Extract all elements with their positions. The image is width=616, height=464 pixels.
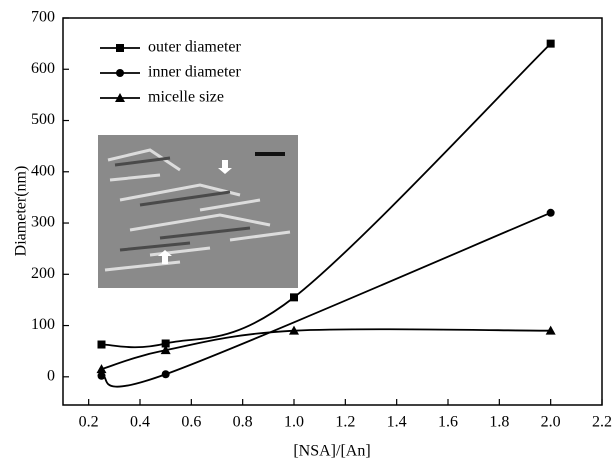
y-tick-label: 600 (31, 60, 55, 77)
marker-square (161, 339, 170, 348)
marker-triangle (96, 364, 107, 374)
x-axis-label: [NSA]/[An] (293, 443, 370, 460)
legend-label: outer diameter (148, 39, 242, 56)
x-tick-label: 1.2 (335, 414, 355, 431)
x-tick-label: 0.2 (79, 414, 99, 431)
y-axis-label: Diameter(nm) (13, 166, 30, 257)
legend-label: micelle size (148, 89, 224, 106)
marker-square (290, 293, 298, 302)
x-tick-label: 0.6 (181, 414, 201, 431)
marker-circle (161, 370, 170, 379)
marker-circle (116, 69, 124, 77)
series-line (101, 42, 552, 349)
y-tick-label: 100 (31, 316, 55, 333)
y-tick-label: 300 (31, 214, 55, 231)
series-line (101, 328, 551, 370)
y-tick-label: 200 (31, 265, 55, 282)
y-tick-label: 500 (31, 111, 55, 128)
marker-square (97, 340, 106, 349)
legend-label: inner diameter (148, 64, 242, 81)
x-tick-label: 0.4 (130, 414, 150, 431)
x-tick-label: 1.4 (387, 414, 407, 431)
x-tick-label: 1.6 (438, 414, 458, 431)
series-line (101, 211, 552, 388)
marker-triangle (115, 93, 125, 102)
plot-frame (62, 17, 603, 406)
x-tick-label: 0.8 (233, 414, 253, 431)
y-tick-label: 0 (47, 367, 55, 384)
marker-triangle (160, 345, 171, 355)
y-tick-label: 700 (31, 9, 55, 26)
marker-triangle (545, 325, 556, 335)
x-tick-label: 2.2 (592, 414, 612, 431)
marker-square (116, 44, 124, 52)
marker-triangle (289, 325, 299, 335)
x-tick-label: 2.0 (541, 414, 561, 431)
y-tick-label: 400 (31, 162, 55, 179)
inset-image (98, 135, 298, 288)
x-tick-label: 1.0 (284, 414, 304, 431)
marker-circle (546, 208, 555, 217)
marker-circle (97, 371, 106, 380)
x-tick-label: 1.8 (489, 414, 509, 431)
marker-square (546, 39, 555, 48)
